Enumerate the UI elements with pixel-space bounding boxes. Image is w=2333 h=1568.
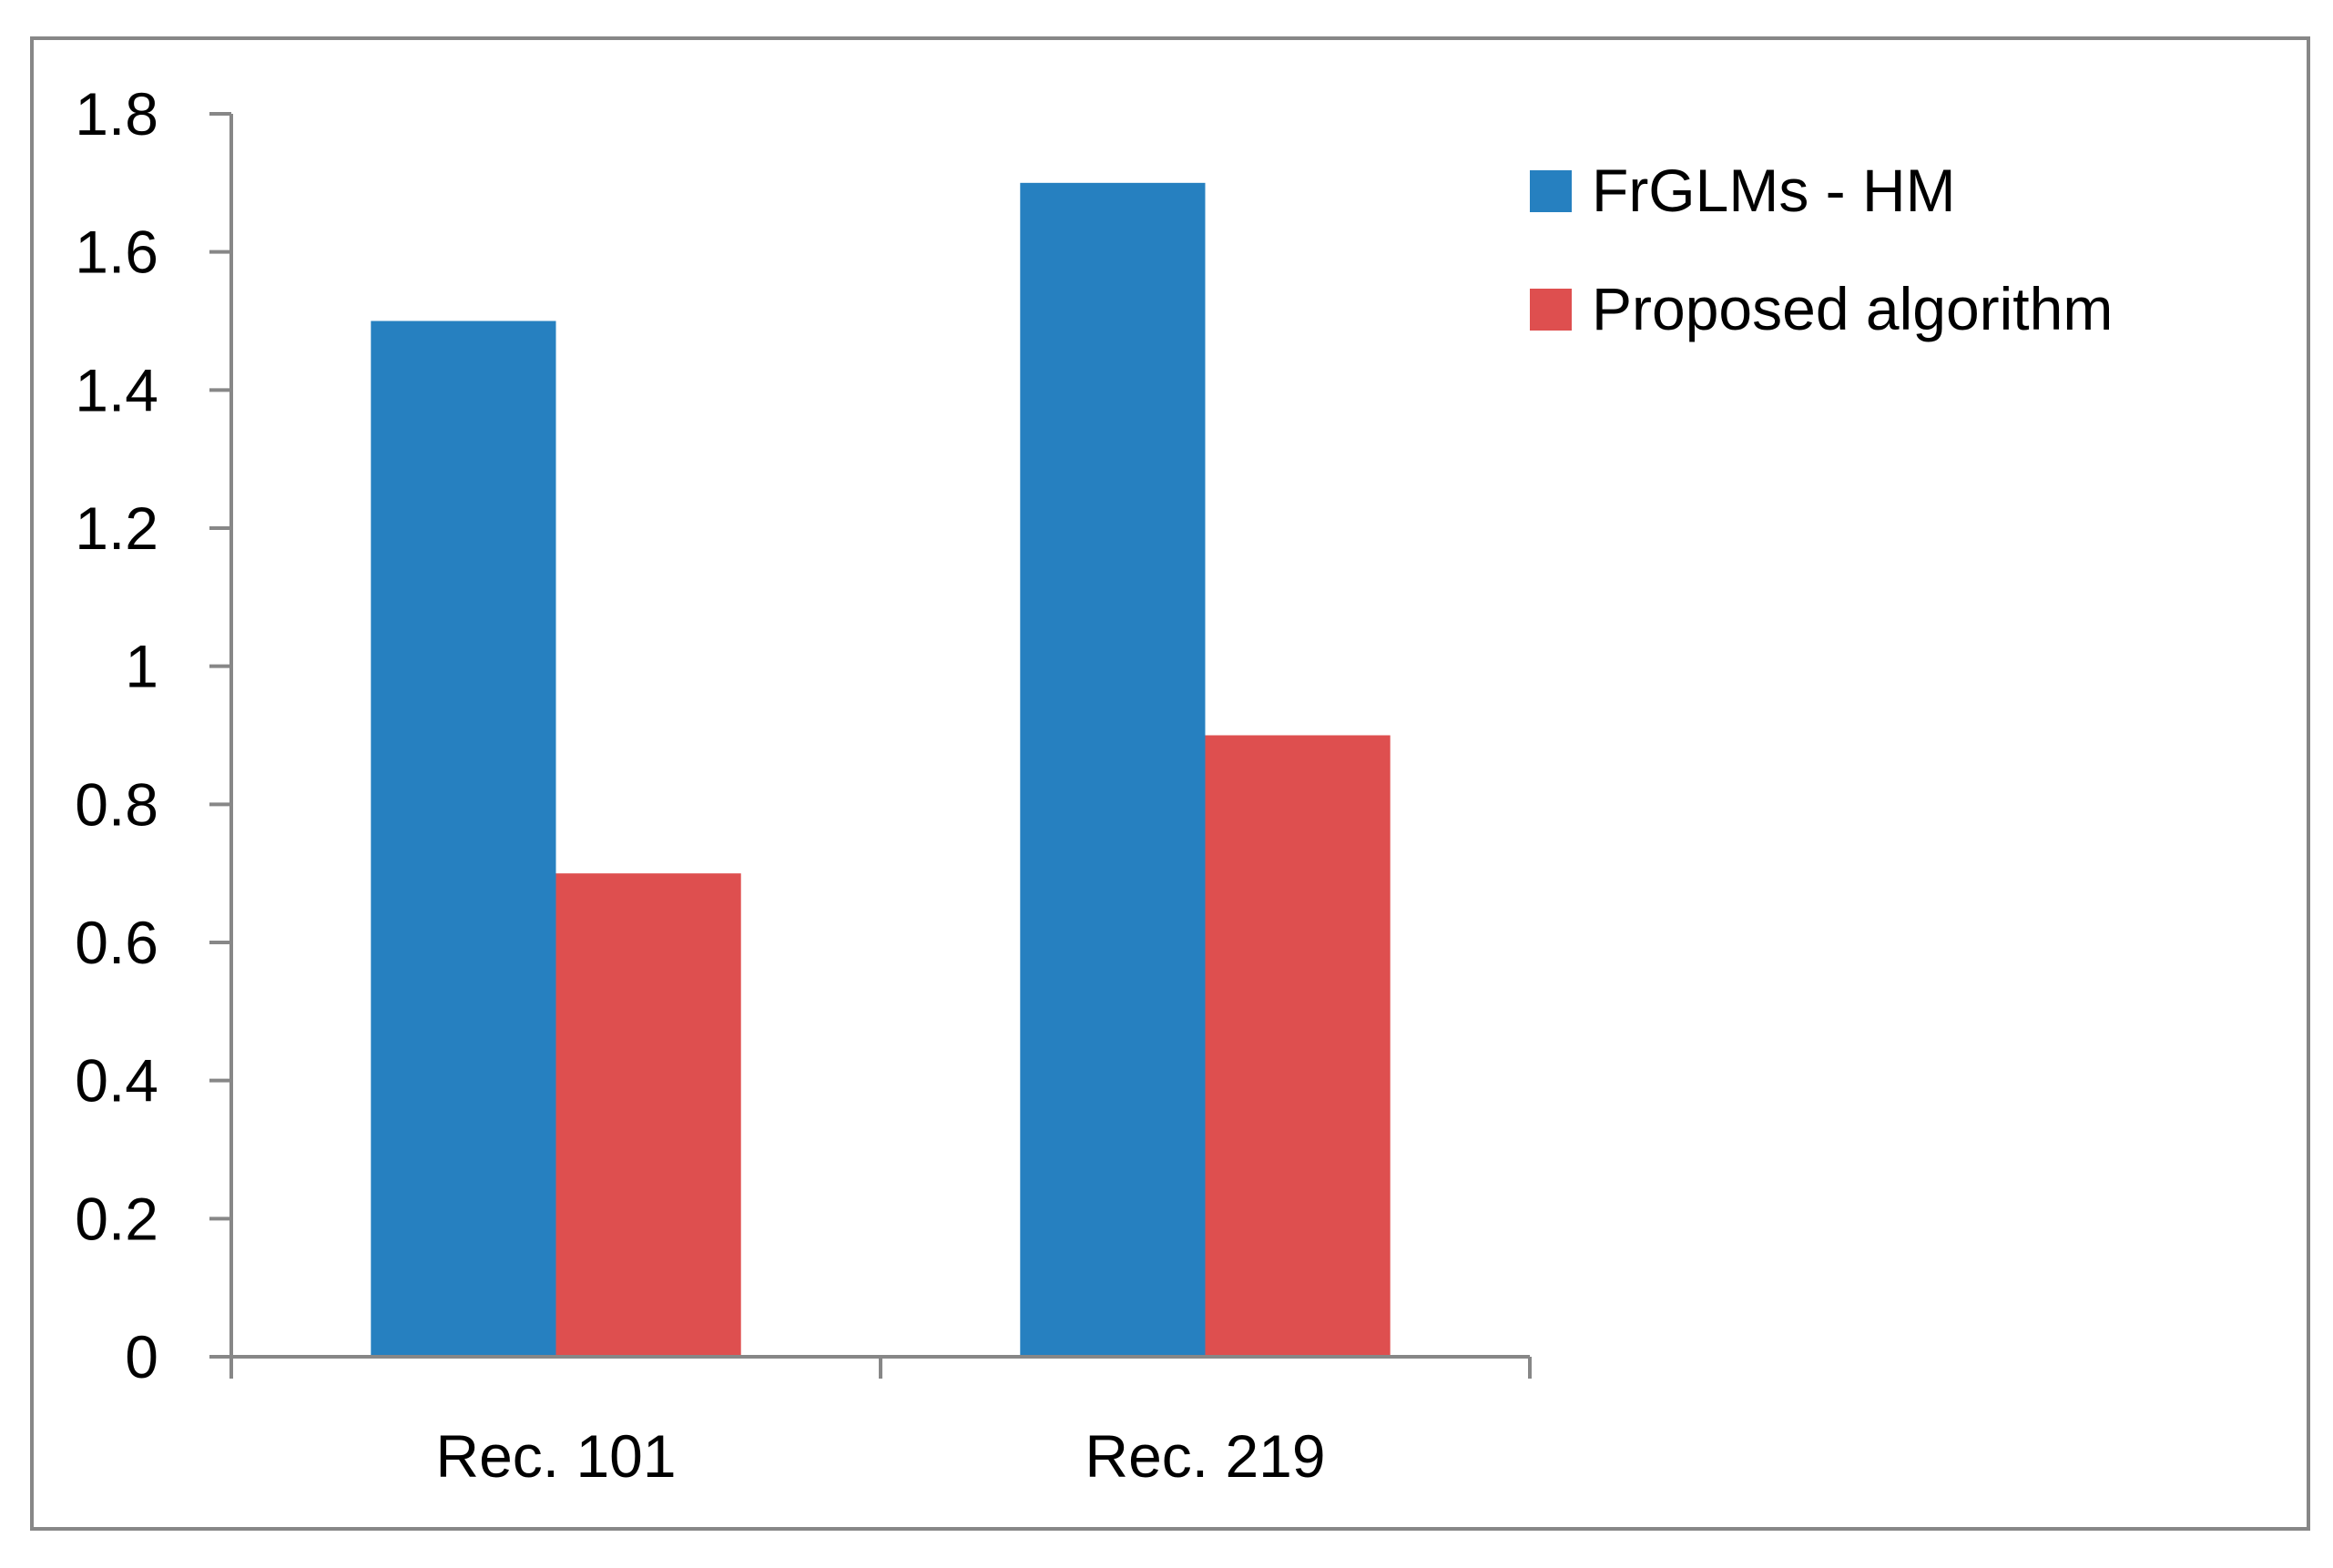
y-tick-label: 0	[125, 1323, 158, 1390]
y-tick-label: 1.4	[75, 356, 158, 423]
y-tick-label: 0.2	[75, 1185, 158, 1252]
bar-proposed-algorithm-1	[555, 873, 741, 1357]
y-tick-label: 0.6	[75, 909, 158, 976]
category-labels: Rec. 101 Rec. 219	[435, 1422, 1325, 1490]
y-tick-label: 0.4	[75, 1047, 158, 1115]
y-tick-label: 1.6	[75, 219, 158, 286]
bar-frglms-hm-2	[1020, 182, 1206, 1357]
x-category-label: Rec. 219	[1085, 1422, 1325, 1490]
bars	[371, 182, 1391, 1357]
bar-proposed-algorithm-2	[1205, 735, 1391, 1357]
y-tick-label: 1.8	[75, 80, 158, 148]
legend-swatch	[1530, 289, 1572, 331]
x-axis-ticks	[229, 1357, 1532, 1379]
legend-label: FrGLMs - HM	[1592, 157, 1956, 224]
x-category-label: Rec. 101	[435, 1422, 676, 1490]
legend: FrGLMs - HM Proposed algorithm	[1530, 157, 2113, 342]
y-tick-label: 1.2	[75, 494, 158, 562]
y-axis-ticks: 0 0.2 0.4 0.6 0.8 1 1.2 1.4 1.6 1.8	[75, 80, 231, 1390]
y-tick-label: 1	[125, 633, 158, 700]
y-tick-label: 0.8	[75, 770, 158, 838]
legend-swatch	[1530, 170, 1572, 212]
legend-label: Proposed algorithm	[1592, 275, 2113, 342]
bar-frglms-hm-1	[371, 321, 556, 1357]
